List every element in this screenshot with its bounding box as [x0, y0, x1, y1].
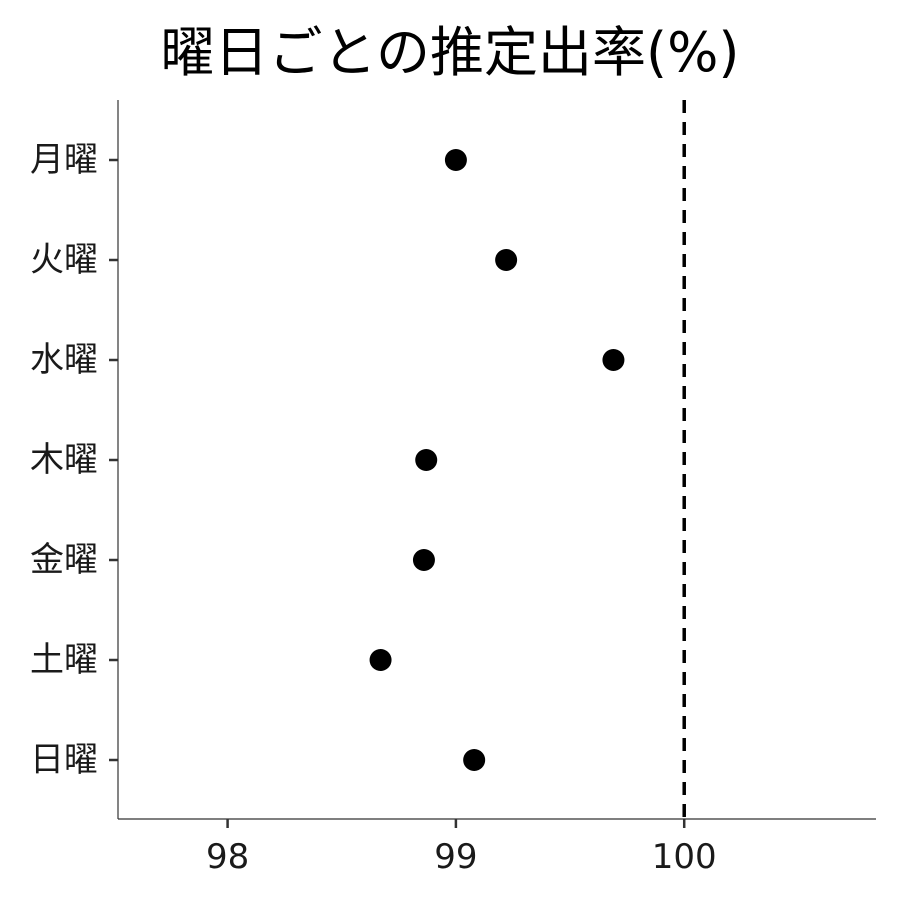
x-tick-label: 100 — [652, 837, 717, 877]
data-point — [463, 749, 486, 771]
data-point — [412, 549, 435, 571]
data-point — [495, 249, 518, 271]
y-tick-label: 日曜 — [30, 740, 98, 780]
data-point — [369, 649, 392, 671]
y-tick-label: 月曜 — [30, 140, 98, 180]
x-tick-label: 98 — [206, 837, 249, 877]
data-point — [602, 349, 625, 371]
y-tick-label: 火曜 — [30, 240, 98, 280]
y-tick-label: 金曜 — [30, 540, 98, 580]
chart-title: 曜日ごとの推定出率(%) — [160, 21, 740, 84]
x-tick-label: 99 — [434, 837, 477, 877]
y-tick-label: 木曜 — [30, 440, 98, 480]
data-point — [444, 149, 467, 171]
data-point — [415, 449, 438, 471]
y-tick-label: 水曜 — [30, 340, 98, 380]
y-tick-label: 土曜 — [30, 640, 98, 680]
